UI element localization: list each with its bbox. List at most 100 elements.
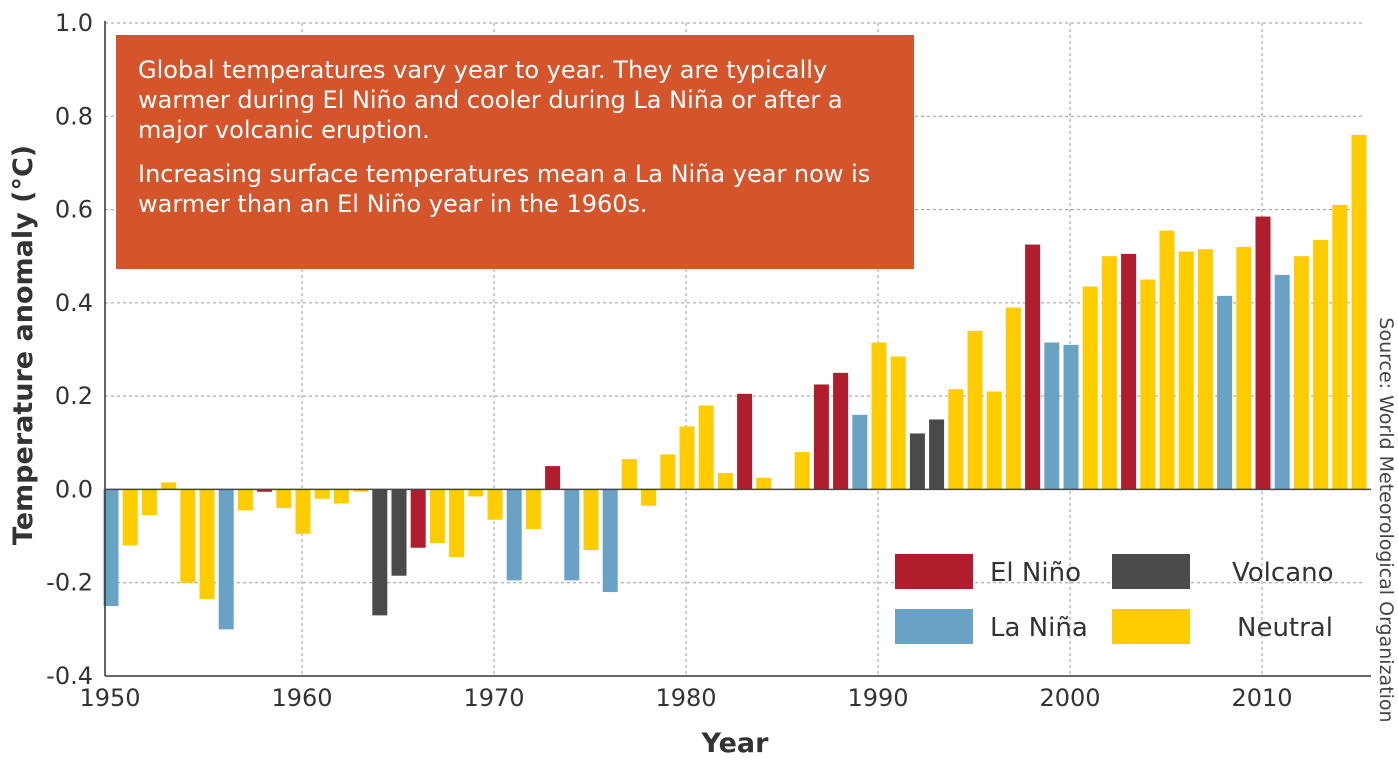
annotation-paragraph-2: Increasing surface temperatures mean a L… xyxy=(138,160,871,218)
y-tick-label: 0.6 xyxy=(55,196,93,224)
bar-2008 xyxy=(1217,295,1233,490)
bar-1975 xyxy=(583,489,599,551)
bar-1992 xyxy=(909,433,925,490)
y-axis-title: Temperature anomaly (°C) xyxy=(8,145,39,545)
x-tick-labels: 1950 1960 1970 1980 1990 2000 2010 xyxy=(79,684,1292,712)
bar-1982 xyxy=(717,473,733,490)
x-tick-label: 1970 xyxy=(463,684,524,712)
y-tick-label: 0.4 xyxy=(55,289,93,317)
bar-1997 xyxy=(1005,307,1021,490)
bar-1954 xyxy=(180,489,196,583)
legend-label-volcano: Volcano xyxy=(1232,558,1334,588)
bar-2006 xyxy=(1178,251,1194,490)
bar-1991 xyxy=(890,356,906,490)
bar-1998 xyxy=(1025,244,1041,490)
bar-2000 xyxy=(1063,344,1079,490)
bar-1960 xyxy=(295,489,311,534)
bar-1962 xyxy=(333,489,349,504)
legend-label-la-ni-a: La Niña xyxy=(990,613,1088,643)
bar-1969 xyxy=(468,489,484,497)
y-tick-label: 0.2 xyxy=(55,382,93,410)
bar-2015 xyxy=(1351,134,1367,490)
bar-1978 xyxy=(641,489,657,506)
bar-1971 xyxy=(506,489,522,581)
x-axis-title: Year xyxy=(701,728,770,759)
y-tick-label: -0.4 xyxy=(46,662,93,690)
bar-1994 xyxy=(948,389,964,490)
bar-1983 xyxy=(737,393,753,490)
legend-swatch-la-ni-a xyxy=(895,609,973,644)
bar-1996 xyxy=(986,391,1002,490)
bars-group xyxy=(103,134,1367,630)
bar-1999 xyxy=(1044,342,1060,490)
bar-2011 xyxy=(1274,274,1290,490)
bar-1950 xyxy=(103,489,119,607)
bar-2001 xyxy=(1082,286,1098,490)
source-label: Source: World Meteorological Organizatio… xyxy=(1375,317,1397,722)
bar-1972 xyxy=(525,489,541,530)
bar-1957 xyxy=(237,489,253,511)
bar-1988 xyxy=(833,372,849,490)
bar-1984 xyxy=(756,477,772,490)
bar-1977 xyxy=(621,459,637,490)
bar-1976 xyxy=(602,489,618,593)
bar-1964 xyxy=(372,489,388,616)
bar-1955 xyxy=(199,489,215,600)
legend-label-neutral: Neutral xyxy=(1237,613,1333,643)
bar-1989 xyxy=(852,414,868,490)
bar-1961 xyxy=(314,489,330,499)
bar-1968 xyxy=(449,489,465,558)
bar-1995 xyxy=(967,330,983,490)
y-tick-labels: -0.4 -0.2 0.0 0.2 0.4 0.6 0.8 1.0 xyxy=(46,9,93,690)
bar-1953 xyxy=(161,482,177,490)
x-tick-label: 1980 xyxy=(655,684,716,712)
legend-label-el-ni-o: El Niño xyxy=(990,558,1081,588)
bar-1958 xyxy=(257,489,273,492)
bar-1965 xyxy=(391,489,407,576)
y-tick-label: 1.0 xyxy=(55,9,93,37)
bar-1986 xyxy=(794,452,810,490)
x-tick-label: 2010 xyxy=(1231,684,1292,712)
legend-swatch-el-ni-o xyxy=(895,554,973,589)
legend-swatch-neutral xyxy=(1112,609,1190,644)
bar-1952 xyxy=(141,489,157,516)
y-tick-label: 0.0 xyxy=(55,475,93,503)
axes-group xyxy=(104,21,1371,677)
bar-1967 xyxy=(429,489,445,544)
x-tick-label: 1960 xyxy=(271,684,332,712)
legend: El Niño Volcano La Niña Neutral xyxy=(895,554,1334,644)
bar-1987 xyxy=(813,384,829,490)
bar-1981 xyxy=(698,405,714,490)
bar-1974 xyxy=(564,489,580,581)
bar-1966 xyxy=(410,489,426,548)
bar-2007 xyxy=(1197,249,1213,490)
bar-2009 xyxy=(1236,246,1252,490)
bar-1980 xyxy=(679,426,695,490)
bar-1956 xyxy=(218,489,234,630)
legend-swatch-volcano xyxy=(1112,554,1190,589)
bar-1959 xyxy=(276,489,292,509)
bar-1963 xyxy=(353,489,369,492)
bar-1990 xyxy=(871,342,887,490)
bar-2010 xyxy=(1255,216,1271,490)
bar-2012 xyxy=(1293,256,1309,490)
bar-1970 xyxy=(487,489,503,520)
bar-2014 xyxy=(1332,204,1348,490)
bar-1973 xyxy=(545,466,561,490)
bar-2013 xyxy=(1313,239,1329,490)
bar-1993 xyxy=(929,419,945,490)
bar-1951 xyxy=(122,489,138,546)
annotation-box: Global temperatures vary year to year. T… xyxy=(116,35,914,269)
bar-2003 xyxy=(1121,253,1137,490)
x-tick-label: 1950 xyxy=(79,684,140,712)
annotation-paragraph-1: Global temperatures vary year to year. T… xyxy=(138,56,843,144)
bar-2004 xyxy=(1140,279,1156,490)
bar-2005 xyxy=(1159,230,1175,490)
bar-2002 xyxy=(1101,256,1117,490)
bar-1979 xyxy=(660,454,676,490)
y-tick-label: -0.2 xyxy=(46,569,93,597)
y-tick-label: 0.8 xyxy=(55,102,93,130)
x-tick-label: 2000 xyxy=(1039,684,1100,712)
x-tick-label: 1990 xyxy=(847,684,908,712)
